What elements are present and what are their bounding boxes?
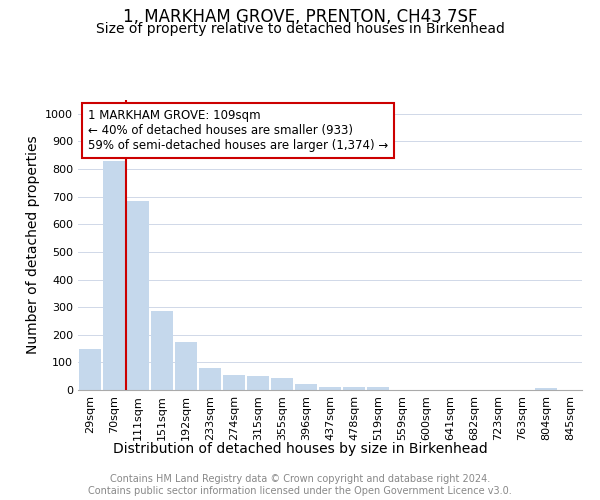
Text: Contains HM Land Registry data © Crown copyright and database right 2024.: Contains HM Land Registry data © Crown c… bbox=[110, 474, 490, 484]
Bar bbox=[103, 161, 125, 390]
Bar bbox=[199, 368, 221, 390]
Text: 1 MARKHAM GROVE: 109sqm
← 40% of detached houses are smaller (933)
59% of semi-d: 1 MARKHAM GROVE: 109sqm ← 40% of detache… bbox=[88, 108, 388, 152]
Bar bbox=[79, 348, 101, 390]
Text: Size of property relative to detached houses in Birkenhead: Size of property relative to detached ho… bbox=[95, 22, 505, 36]
Bar bbox=[319, 386, 341, 390]
Bar bbox=[175, 342, 197, 390]
Bar bbox=[271, 378, 293, 390]
Bar bbox=[127, 201, 149, 390]
Bar bbox=[223, 375, 245, 390]
Bar bbox=[247, 376, 269, 390]
Text: Distribution of detached houses by size in Birkenhead: Distribution of detached houses by size … bbox=[113, 442, 487, 456]
Text: Contains public sector information licensed under the Open Government Licence v3: Contains public sector information licen… bbox=[88, 486, 512, 496]
Bar bbox=[151, 312, 173, 390]
Bar bbox=[535, 388, 557, 390]
Bar bbox=[343, 387, 365, 390]
Y-axis label: Number of detached properties: Number of detached properties bbox=[26, 136, 40, 354]
Bar bbox=[367, 387, 389, 390]
Bar bbox=[295, 384, 317, 390]
Text: 1, MARKHAM GROVE, PRENTON, CH43 7SF: 1, MARKHAM GROVE, PRENTON, CH43 7SF bbox=[123, 8, 477, 26]
